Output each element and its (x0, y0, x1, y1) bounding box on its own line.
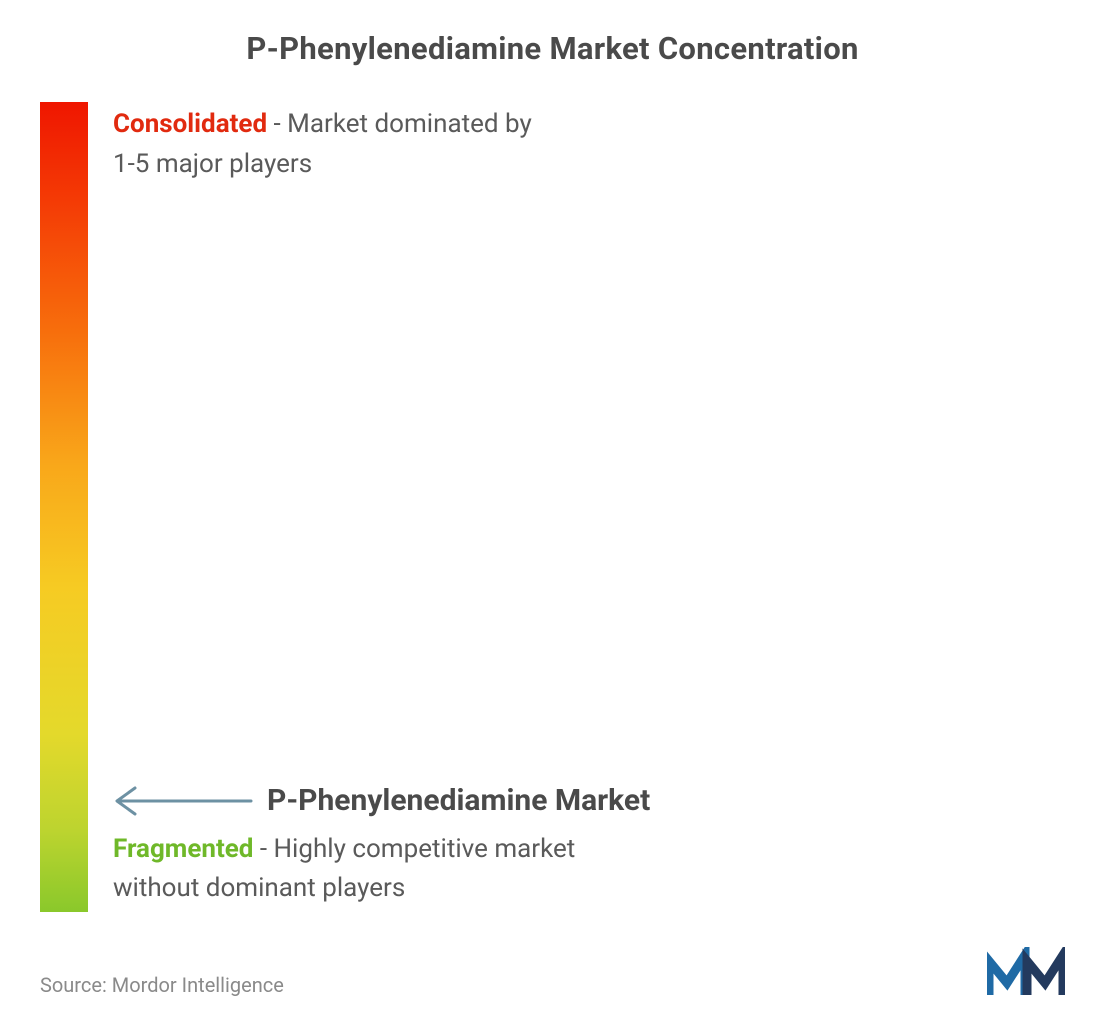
chart-title: P-Phenylenediamine Market Concentration (40, 30, 1065, 67)
consolidated-label: Consolidated (113, 109, 267, 139)
fragmented-label: Fragmented (113, 834, 253, 864)
mordor-logo-icon (987, 947, 1065, 997)
source-attribution: Source: Mordor Intelligence (40, 973, 284, 997)
mordor-logo (987, 947, 1065, 997)
consolidated-block: Consolidated - Market dominated by 1-5 m… (113, 106, 1065, 183)
annotation-column: Consolidated - Market dominated by 1-5 m… (113, 102, 1065, 912)
fragmented-desc-1: - Highly competitive market (260, 834, 575, 864)
concentration-gradient-bar (40, 102, 88, 912)
consolidated-desc-1: - Market dominated by (274, 109, 532, 139)
consolidated-line1: Consolidated - Market dominated by (113, 106, 1065, 144)
fragmented-line1: Fragmented - Highly competitive market (113, 831, 1065, 869)
fragmented-and-marker-block: P-Phenylenediamine Market Fragmented - H… (113, 779, 1065, 908)
market-position-marker: P-Phenylenediamine Market (113, 779, 1065, 823)
arrow-left-icon (113, 784, 253, 818)
footer: Source: Mordor Intelligence (40, 947, 1065, 997)
content-row: Consolidated - Market dominated by 1-5 m… (40, 102, 1065, 912)
consolidated-desc-2: 1-5 major players (113, 146, 1065, 184)
fragmented-desc-2: without dominant players (113, 870, 1065, 908)
market-label: P-Phenylenediamine Market (267, 779, 650, 823)
